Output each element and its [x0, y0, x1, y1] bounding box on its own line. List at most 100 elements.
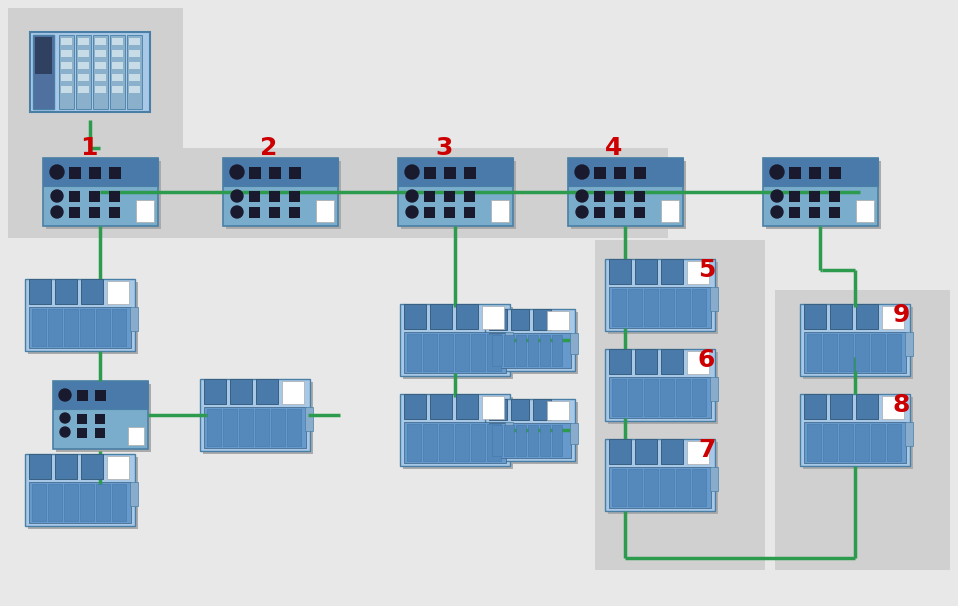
FancyBboxPatch shape — [608, 352, 718, 424]
FancyBboxPatch shape — [109, 207, 120, 218]
FancyBboxPatch shape — [464, 191, 475, 202]
FancyBboxPatch shape — [540, 425, 550, 456]
FancyBboxPatch shape — [804, 422, 906, 463]
FancyBboxPatch shape — [25, 454, 135, 526]
FancyBboxPatch shape — [871, 424, 885, 461]
Circle shape — [50, 165, 64, 179]
FancyBboxPatch shape — [789, 207, 800, 218]
FancyBboxPatch shape — [487, 424, 501, 461]
Circle shape — [770, 165, 784, 179]
FancyBboxPatch shape — [403, 307, 513, 379]
FancyBboxPatch shape — [29, 279, 51, 304]
FancyBboxPatch shape — [605, 349, 715, 421]
Text: 6: 6 — [698, 348, 716, 372]
FancyBboxPatch shape — [81, 279, 103, 304]
FancyBboxPatch shape — [8, 8, 183, 163]
FancyBboxPatch shape — [78, 50, 89, 57]
FancyBboxPatch shape — [887, 334, 901, 371]
FancyBboxPatch shape — [439, 334, 453, 371]
FancyBboxPatch shape — [570, 423, 578, 444]
FancyBboxPatch shape — [56, 384, 151, 452]
FancyBboxPatch shape — [439, 424, 453, 461]
FancyBboxPatch shape — [608, 262, 718, 334]
FancyBboxPatch shape — [471, 424, 485, 461]
FancyBboxPatch shape — [511, 309, 529, 330]
FancyBboxPatch shape — [829, 207, 840, 218]
FancyBboxPatch shape — [424, 207, 435, 218]
Circle shape — [771, 206, 783, 218]
FancyBboxPatch shape — [692, 289, 706, 326]
FancyBboxPatch shape — [547, 401, 569, 420]
FancyBboxPatch shape — [571, 161, 686, 229]
FancyBboxPatch shape — [882, 396, 904, 419]
FancyBboxPatch shape — [809, 167, 821, 179]
FancyBboxPatch shape — [570, 333, 578, 354]
FancyBboxPatch shape — [628, 379, 642, 416]
FancyBboxPatch shape — [130, 307, 138, 331]
Circle shape — [576, 206, 588, 218]
FancyBboxPatch shape — [95, 38, 106, 45]
FancyBboxPatch shape — [609, 349, 631, 374]
FancyBboxPatch shape — [289, 191, 300, 202]
FancyBboxPatch shape — [129, 62, 140, 69]
FancyBboxPatch shape — [424, 191, 435, 202]
FancyBboxPatch shape — [528, 425, 538, 456]
FancyBboxPatch shape — [430, 304, 452, 329]
FancyBboxPatch shape — [112, 86, 123, 93]
FancyBboxPatch shape — [634, 167, 646, 179]
FancyBboxPatch shape — [112, 484, 126, 521]
FancyBboxPatch shape — [614, 191, 625, 202]
FancyBboxPatch shape — [803, 307, 913, 379]
FancyBboxPatch shape — [471, 334, 485, 371]
FancyBboxPatch shape — [78, 62, 89, 69]
FancyBboxPatch shape — [676, 289, 690, 326]
FancyBboxPatch shape — [400, 304, 510, 376]
FancyBboxPatch shape — [269, 207, 280, 218]
Circle shape — [405, 165, 419, 179]
FancyBboxPatch shape — [129, 38, 140, 45]
FancyBboxPatch shape — [33, 35, 54, 109]
FancyBboxPatch shape — [249, 191, 260, 202]
FancyBboxPatch shape — [505, 422, 513, 446]
FancyBboxPatch shape — [687, 261, 709, 284]
Circle shape — [576, 190, 588, 202]
FancyBboxPatch shape — [856, 200, 874, 222]
FancyBboxPatch shape — [61, 74, 72, 81]
FancyBboxPatch shape — [53, 381, 148, 409]
FancyBboxPatch shape — [692, 469, 706, 506]
FancyBboxPatch shape — [59, 35, 74, 109]
FancyBboxPatch shape — [223, 158, 338, 226]
FancyBboxPatch shape — [644, 379, 658, 416]
FancyBboxPatch shape — [29, 307, 131, 348]
FancyBboxPatch shape — [77, 414, 87, 424]
FancyBboxPatch shape — [528, 335, 538, 366]
FancyBboxPatch shape — [614, 207, 625, 218]
FancyBboxPatch shape — [81, 454, 103, 479]
FancyBboxPatch shape — [249, 207, 260, 218]
FancyBboxPatch shape — [804, 332, 906, 373]
FancyBboxPatch shape — [130, 482, 138, 506]
Circle shape — [230, 165, 244, 179]
FancyBboxPatch shape — [112, 74, 123, 81]
FancyBboxPatch shape — [29, 454, 51, 479]
FancyBboxPatch shape — [127, 35, 142, 109]
FancyBboxPatch shape — [568, 158, 683, 226]
FancyBboxPatch shape — [8, 148, 668, 238]
FancyBboxPatch shape — [55, 454, 77, 479]
FancyBboxPatch shape — [687, 441, 709, 464]
FancyBboxPatch shape — [78, 86, 89, 93]
FancyBboxPatch shape — [444, 191, 455, 202]
FancyBboxPatch shape — [830, 394, 852, 419]
FancyBboxPatch shape — [404, 332, 506, 373]
FancyBboxPatch shape — [635, 349, 657, 374]
FancyBboxPatch shape — [25, 279, 135, 351]
FancyBboxPatch shape — [634, 191, 645, 202]
FancyBboxPatch shape — [595, 240, 765, 570]
FancyBboxPatch shape — [112, 38, 123, 45]
FancyBboxPatch shape — [803, 397, 913, 469]
FancyBboxPatch shape — [614, 167, 626, 179]
FancyBboxPatch shape — [807, 424, 821, 461]
Text: 7: 7 — [698, 438, 716, 462]
FancyBboxPatch shape — [594, 191, 605, 202]
FancyBboxPatch shape — [110, 35, 125, 109]
